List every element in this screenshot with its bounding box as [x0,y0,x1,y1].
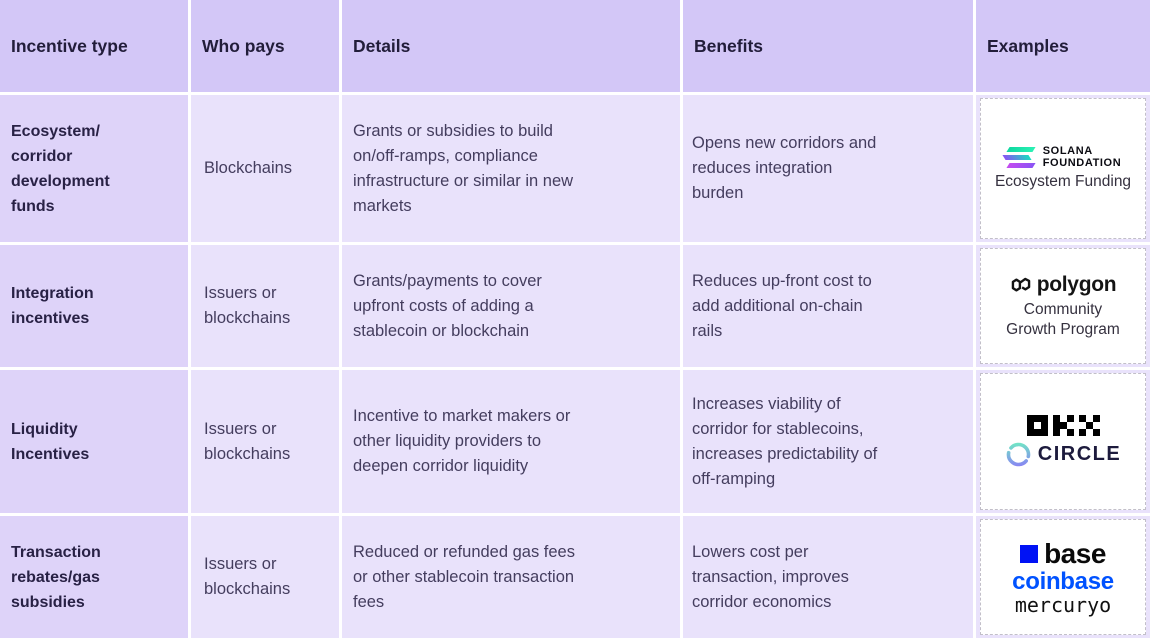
cell-details-row3: Incentive to market makers or other liqu… [342,370,680,513]
example-box-okx-circle: CIRCLE [980,373,1146,510]
benefits-text: Opens new corridors and reduces integrat… [692,134,877,202]
cell-details-row1: Grants or subsidies to build on/off-ramp… [342,95,680,242]
header-label: Benefits [694,35,764,56]
example-caption: Ecosystem Funding [994,173,1132,190]
base-icon [1020,545,1039,563]
header-label: Examples [987,35,1069,56]
benefits-text: Lowers cost per transaction, improves co… [692,542,849,611]
benefits-text: Increases viability of corridor for stab… [692,394,878,488]
solana-foundation-logo: SOLANA FOUNDATION [1002,145,1122,169]
details-text: Reduced or refunded gas fees or other st… [353,542,575,611]
cell-who-pays-row4: Issuers or blockchains [191,516,339,638]
base-logo: base [1020,538,1106,570]
cell-who-pays-row3: Issuers or blockchains [191,370,339,513]
cell-examples-row2: polygon Community Growth Program [976,245,1150,367]
solana-icon [1002,146,1036,168]
cell-incentive-type-integration: Integration incentives [0,245,188,367]
header-incentive-type: Incentive type [0,0,188,92]
cell-who-pays-row1: Blockchains [191,95,339,242]
cell-who-pays-row2: Issuers or blockchains [191,245,339,367]
mercuryo-logo: mercuryo [1014,593,1112,617]
who-pays-text: Blockchains [204,159,293,177]
cell-benefits-row2: Reduces up-front cost to add additional … [683,245,973,367]
cell-examples-row4: base coinbase mercuryo [976,516,1150,638]
incentive-type-text: Liquidity Incentives [11,420,90,463]
details-text: Grants or subsidies to build on/off-ramp… [353,121,574,215]
details-text: Incentive to market makers or other liqu… [353,407,571,475]
circle-wordmark: CIRCLE [1037,443,1122,465]
example-caption: Community Growth Program [1006,300,1120,338]
polygon-logo: polygon [1010,273,1117,297]
details-text: Grants/payments to cover upfront costs o… [353,271,542,340]
example-box-base-coinbase-mercuryo: base coinbase mercuryo [980,519,1146,635]
cell-incentive-type-ecosystem: Ecosystem/ corridor development funds [0,95,188,242]
solana-foundation-wordmark: SOLANA FOUNDATION [1042,145,1122,169]
polygon-wordmark: polygon [1036,272,1117,296]
circle-logo: CIRCLE [1005,441,1121,468]
header-label: Who pays [202,35,285,56]
okx-logo [1026,415,1100,436]
header-details: Details [342,0,680,92]
coinbase-logo: coinbase [1012,568,1114,595]
base-wordmark: base [1044,538,1106,569]
who-pays-text: Issuers or blockchains [204,555,291,598]
header-label: Details [353,35,411,56]
who-pays-text: Issuers or blockchains [204,284,291,327]
circle-icon [1006,442,1031,467]
cell-incentive-type-liquidity: Liquidity Incentives [0,370,188,513]
incentive-type-text: Integration incentives [11,285,94,327]
who-pays-text: Issuers or blockchains [204,419,291,463]
benefits-text: Reduces up-front cost to add additional … [692,271,872,340]
incentive-type-text: Transaction rebates/gas subsidies [11,543,101,611]
header-examples: Examples [976,0,1150,92]
okx-letter-x [1078,415,1100,436]
okx-letter-o [1026,415,1048,436]
okx-letter-k [1052,415,1074,436]
cell-examples-row3: CIRCLE [976,370,1150,513]
cell-examples-row1: SOLANA FOUNDATION Ecosystem Funding [976,95,1150,242]
example-box-polygon: polygon Community Growth Program [980,248,1146,364]
incentive-type-text: Ecosystem/ corridor development funds [11,122,110,215]
cell-details-row2: Grants/payments to cover upfront costs o… [342,245,680,367]
header-who-pays: Who pays [191,0,339,92]
cell-benefits-row3: Increases viability of corridor for stab… [683,370,973,513]
cell-benefits-row1: Opens new corridors and reduces integrat… [683,95,973,242]
cell-details-row4: Reduced or refunded gas fees or other st… [342,516,680,638]
example-box-solana: SOLANA FOUNDATION Ecosystem Funding [980,98,1146,239]
cell-incentive-type-transaction: Transaction rebates/gas subsidies [0,516,188,638]
polygon-icon [1011,277,1030,292]
cell-benefits-row4: Lowers cost per transaction, improves co… [683,516,973,638]
header-benefits: Benefits [683,0,973,92]
header-label: Incentive type [11,35,128,56]
